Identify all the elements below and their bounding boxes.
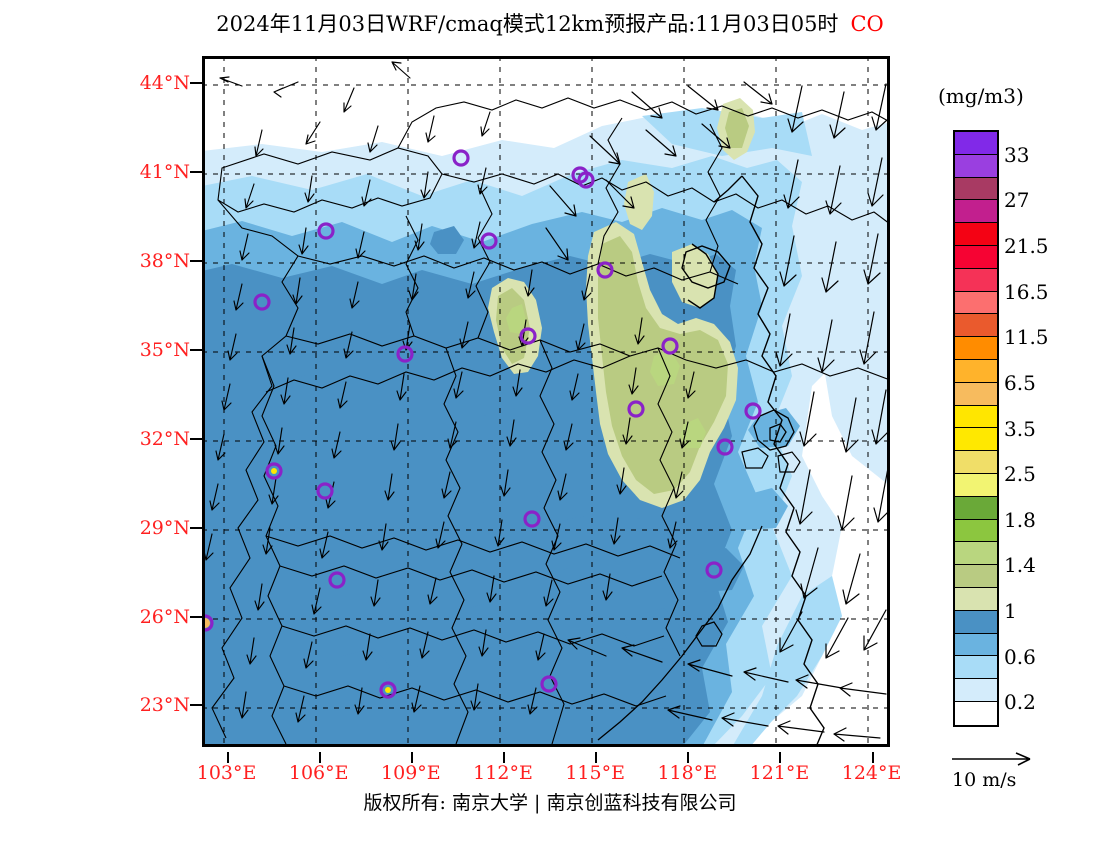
colorbar-tick-label: 33 bbox=[1004, 142, 1030, 167]
colorbar-tick-label: 1 bbox=[1004, 598, 1017, 623]
colorbar-tick-label: 0.2 bbox=[1004, 690, 1036, 715]
longitude-axis: 103°E 106°E 109°E 112°E 115°E 118°E 121°E 124°E bbox=[197, 752, 901, 786]
colorbar-band bbox=[955, 154, 997, 178]
longitude-tick-label: 124°E bbox=[841, 762, 902, 784]
graticule bbox=[202, 56, 890, 747]
colorbar-band bbox=[955, 359, 997, 383]
colorbar-tick-label: 0.6 bbox=[1004, 644, 1036, 669]
colorbar-band bbox=[955, 268, 997, 292]
wind-arrow-icon bbox=[952, 752, 1031, 766]
longitude-tick bbox=[410, 752, 413, 763]
colorbar-band bbox=[955, 610, 997, 634]
longitude-tick-label: 112°E bbox=[473, 762, 533, 784]
longitude-tick bbox=[318, 752, 321, 763]
longitude-tick-label: 115°E bbox=[565, 762, 625, 784]
colorbar-band bbox=[955, 405, 997, 429]
colorbar-band bbox=[955, 314, 997, 338]
colorbar-band bbox=[955, 428, 997, 452]
latitude-tick bbox=[190, 259, 202, 262]
latitude-tick-label: 44°N bbox=[139, 71, 190, 94]
colorbar-band bbox=[955, 451, 997, 474]
latitude-tick-label: 41°N bbox=[139, 160, 190, 183]
colorbar-band bbox=[955, 245, 997, 269]
colorbar-band bbox=[955, 382, 997, 406]
colorbar-band bbox=[955, 200, 997, 224]
colorbar-unit: (mg/m3) bbox=[938, 84, 1024, 108]
colorbar-tick-label: 27 bbox=[1004, 188, 1030, 213]
colorbar-tick-label: 11.5 bbox=[1004, 325, 1049, 350]
title-text: 2024年11月03日WRF/cmaq模式12km预报产品:11月03日05时 bbox=[216, 12, 839, 36]
colorbar-band bbox=[955, 132, 997, 155]
latitude-tick bbox=[190, 526, 202, 529]
colorbar-band bbox=[955, 587, 997, 611]
longitude-tick-label: 106°E bbox=[288, 762, 349, 784]
colorbar-tick-label: 2.5 bbox=[1004, 462, 1036, 487]
colorbar-band bbox=[955, 473, 997, 497]
latitude-tick bbox=[190, 437, 202, 440]
map-canvas[interactable] bbox=[202, 56, 890, 747]
wind-vectors bbox=[203, 61, 890, 742]
latitude-tick bbox=[190, 170, 202, 173]
colorbar-band bbox=[955, 701, 997, 725]
colorbar-tick-label: 1.4 bbox=[1004, 553, 1036, 578]
latitude-tick-label: 26°N bbox=[139, 605, 190, 628]
colorbar-band bbox=[955, 337, 997, 360]
latitude-tick bbox=[190, 81, 202, 84]
latitude-tick-label: 38°N bbox=[139, 249, 190, 272]
colorbar-tick-label: 6.5 bbox=[1004, 370, 1036, 395]
longitude-tick bbox=[595, 752, 598, 763]
colorbar-band bbox=[955, 633, 997, 657]
colorbar-band bbox=[955, 565, 997, 588]
colorbar-band bbox=[955, 177, 997, 201]
longitude-tick bbox=[503, 752, 505, 763]
longitude-tick bbox=[779, 752, 782, 763]
longitude-tick-label: 121°E bbox=[749, 762, 810, 784]
colorbar-tick-label: 21.5 bbox=[1004, 234, 1049, 259]
colorbar-tick-label: 16.5 bbox=[1004, 279, 1049, 304]
colorbar-band bbox=[955, 496, 997, 520]
contour-patches-mid bbox=[202, 226, 800, 700]
latitude-tick bbox=[190, 348, 202, 351]
longitude-tick bbox=[226, 752, 229, 763]
colorbar-band bbox=[955, 519, 997, 543]
colorbar-band bbox=[955, 223, 997, 246]
copyright-footer: 版权所有: 南京大学 | 南京创蓝科技有限公司 bbox=[363, 792, 737, 814]
colorbar-tick-label: 1.8 bbox=[1004, 507, 1036, 532]
page-title: 2024年11月03日WRF/cmaq模式12km预报产品:11月03日05时 C… bbox=[0, 8, 1100, 38]
colorbar-band bbox=[955, 679, 997, 702]
latitude-tick bbox=[190, 615, 202, 618]
latitude-tick-label: 35°N bbox=[139, 338, 190, 361]
colorbar-band bbox=[955, 291, 997, 315]
latitude-tick-label: 29°N bbox=[139, 516, 190, 539]
colorbar-band bbox=[955, 542, 997, 566]
station-markers[interactable] bbox=[202, 149, 762, 699]
longitude-tick-label: 103°E bbox=[196, 762, 257, 784]
map-frame bbox=[202, 56, 890, 747]
latitude-tick-label: 23°N bbox=[139, 694, 190, 717]
wind-scale-label: 10 m/s bbox=[952, 769, 1017, 791]
colorbar-labels: 33 27 21.5 16.5 11.5 6.5 3.5 2.5 1.8 1.4 1 0.6 0.2 bbox=[1004, 130, 1096, 727]
longitude-tick-label: 118°E bbox=[657, 762, 718, 784]
latitude-axis: 44°N 41°N 38°N 35°N 32°N 29°N 26°N 23°N bbox=[128, 56, 190, 747]
species-label: CO bbox=[850, 12, 884, 36]
wind-scale-key: 10 m/s bbox=[950, 748, 1090, 791]
longitude-tick bbox=[687, 752, 690, 763]
colorbar-band bbox=[955, 656, 997, 680]
latitude-tick bbox=[190, 704, 202, 707]
administrative-boundaries bbox=[211, 97, 890, 747]
forecast-map[interactable] bbox=[202, 56, 890, 747]
colorbar-tick-label: 3.5 bbox=[1004, 416, 1036, 441]
colorbar[interactable] bbox=[953, 130, 999, 727]
longitude-tick-label: 109°E bbox=[381, 762, 441, 784]
longitude-tick bbox=[871, 752, 874, 763]
latitude-tick-label: 32°N bbox=[139, 427, 190, 450]
